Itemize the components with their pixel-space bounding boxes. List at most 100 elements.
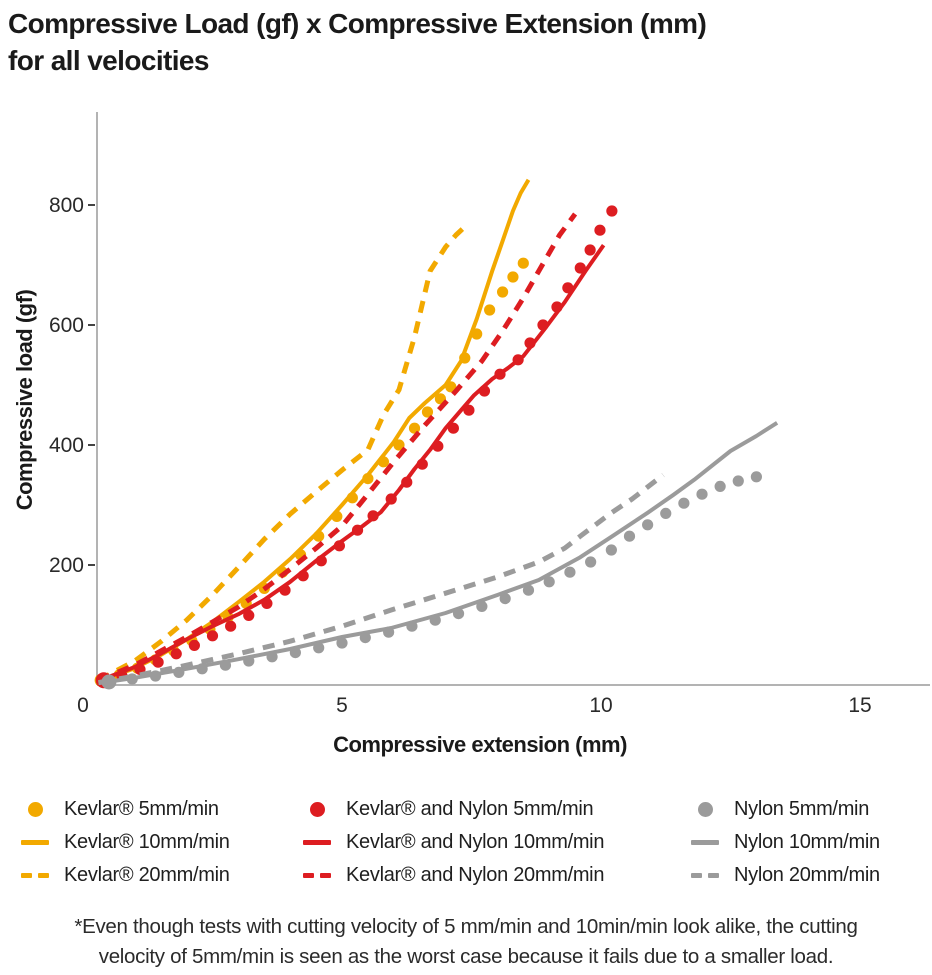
series-dot [484, 304, 496, 316]
series-dot [445, 381, 457, 393]
series-dot [750, 471, 763, 483]
legend-column: Nylon 5mm/min Nylon 10mm/min Nylon 20mm/mi… [688, 793, 932, 892]
series-dot [696, 488, 708, 500]
series-dot [507, 271, 519, 283]
dashed-line-icon [691, 873, 719, 878]
series-dot [606, 205, 618, 217]
series-dot [359, 632, 371, 644]
series-dot [362, 473, 374, 485]
series-dot [333, 540, 346, 552]
y-tick-label: 800 [49, 194, 84, 217]
series-dot [594, 224, 606, 236]
solid-line-icon [21, 840, 49, 845]
legend-label: Kevlar® and Nylon 10mm/min [346, 831, 605, 853]
x-tick-label: 15 [848, 694, 871, 717]
series-dot [243, 609, 255, 621]
series-dot [126, 673, 138, 685]
series-dot [261, 597, 273, 609]
dashed-line-icon [303, 873, 331, 878]
dash-segment [320, 873, 331, 878]
series-dot [331, 510, 343, 522]
legend-column: Kevlar® and Nylon 5mm/min Kevlar® and Nyl… [300, 793, 680, 892]
dot-marker-icon [300, 802, 334, 817]
solid-marker-icon [688, 840, 722, 845]
chart-title-line1: Compressive Load (gf) x Compressive Exte… [8, 8, 707, 39]
legend-item: Kevlar® 10mm/min [18, 826, 288, 859]
x-axis-title: Compressive extension (mm) [333, 732, 627, 757]
legend-item: Kevlar® and Nylon 20mm/min [300, 859, 680, 892]
series-dot [660, 507, 672, 519]
series-dot [206, 630, 219, 642]
series-dot [385, 493, 397, 505]
series-dot [289, 647, 301, 659]
series-dot [605, 544, 617, 556]
series-dot [173, 666, 185, 679]
series-dot [584, 244, 596, 256]
series-dot [297, 570, 309, 582]
series-dot [463, 404, 475, 416]
series-dot [351, 524, 364, 536]
dashed-marker-icon [300, 873, 334, 878]
legend-column: Kevlar® 5mm/min Kevlar® 10mm/min Kevlar® 2… [18, 793, 288, 892]
chart: 200 400 600 800 0 5 10 15 Compressive load (gf) C… [12, 112, 930, 757]
series-dot [149, 670, 162, 682]
series-dot [551, 301, 563, 313]
dash-segment [38, 873, 49, 878]
legend-label: Kevlar® 10mm/min [64, 831, 230, 853]
dash-segment [708, 873, 719, 878]
series-dot [101, 674, 117, 690]
footnote-line2: velocity of 5mm/min is seen as the worst… [98, 945, 834, 969]
series-dot [393, 439, 405, 451]
series-dot [714, 480, 726, 492]
dashed-line-icon [21, 873, 49, 878]
series-dot [279, 584, 291, 596]
series-dot [642, 519, 654, 531]
series-dot [678, 497, 690, 509]
series-dot [585, 556, 597, 568]
series-dot [447, 422, 459, 434]
series-dot [336, 637, 348, 649]
legend-item: Kevlar® 20mm/min [18, 859, 288, 892]
chart-title-line2: for all velocities [8, 44, 209, 76]
legend-label: Nylon 20mm/min [734, 864, 880, 886]
series-dot [315, 555, 327, 567]
series-dot [416, 458, 428, 470]
series-dashed-line [98, 473, 665, 686]
series-dot [377, 456, 390, 468]
solid-line-icon [691, 840, 719, 845]
series-dot [543, 576, 555, 588]
dash-segment [691, 873, 702, 878]
series-dot [524, 337, 536, 349]
chart-legend: Kevlar® 5mm/min Kevlar® 10mm/min Kevlar® 2… [0, 793, 932, 903]
series-dot [471, 328, 483, 340]
dash-segment [303, 873, 314, 878]
legend-label: Nylon 5mm/min [734, 798, 870, 820]
series-dot [517, 257, 529, 269]
legend-item: Nylon 10mm/min [688, 826, 932, 859]
dashed-marker-icon [688, 873, 722, 878]
y-axis-title: Compressive load (gf) [12, 290, 37, 511]
series-dot [346, 492, 358, 504]
dashed-marker-icon [18, 873, 52, 878]
series-dot [313, 642, 325, 654]
series-dot [225, 620, 237, 632]
series-dot [494, 368, 506, 380]
series-dot [623, 530, 636, 542]
series-dot [732, 475, 744, 487]
solid-line-icon [303, 840, 331, 845]
y-tick-label: 600 [49, 314, 84, 337]
series-dot [432, 440, 444, 452]
legend-item: Kevlar® and Nylon 10mm/min [300, 826, 680, 859]
series-dot [219, 659, 232, 671]
series-dot [452, 608, 465, 620]
series-dot [196, 663, 208, 675]
legend-item: Kevlar® 5mm/min [18, 793, 288, 826]
dot-marker-icon [18, 802, 52, 817]
series-dot [499, 593, 511, 605]
series-dot [512, 354, 524, 366]
series-dot [478, 385, 491, 397]
x-tick-label: 5 [336, 694, 348, 717]
y-tick-label: 200 [49, 554, 84, 577]
legend-label: Kevlar® 20mm/min [64, 864, 230, 886]
legend-item: Kevlar® and Nylon 5mm/min [300, 793, 680, 826]
